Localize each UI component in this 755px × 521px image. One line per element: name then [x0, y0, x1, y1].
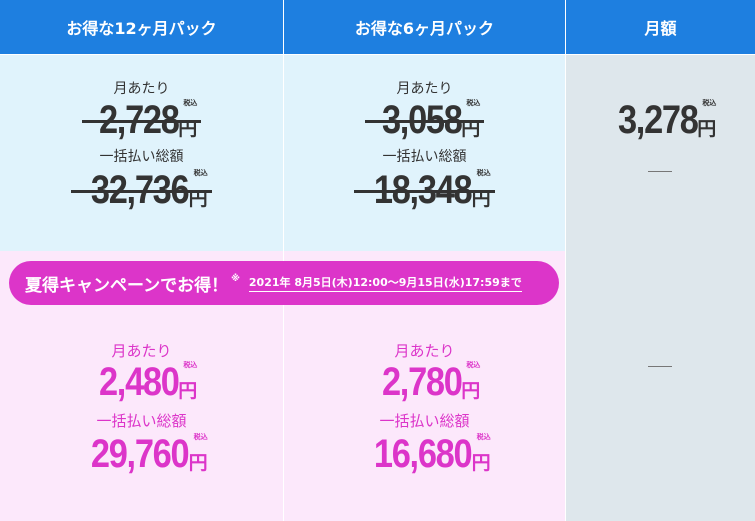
tax-included-label: 税込	[476, 169, 491, 177]
price-value: 32,736	[91, 168, 190, 212]
campaign-6-prices: 月あたり 2,780 円 税込 一括払い総額 16,680 円 税込	[284, 342, 565, 474]
price-value: 16,680	[374, 432, 473, 476]
regular-price-cell-12	[0, 55, 283, 251]
total-label: 一括払い総額	[379, 412, 470, 430]
monthly-price-cell	[566, 55, 755, 521]
per-month-label: 月あたり	[113, 81, 170, 97]
regular-6-total-price: 18,348 円 税込	[354, 168, 496, 212]
total-label: 一括払い総額	[382, 149, 467, 165]
yen-label: 円	[188, 452, 208, 474]
tax-included-label: 税込	[193, 169, 208, 177]
yen-label: 円	[471, 188, 491, 210]
price-value: 29,760	[91, 432, 190, 476]
total-label: 一括払い総額	[99, 149, 184, 165]
per-month-label: 月あたり	[396, 81, 453, 97]
regular-12-total-price: 32,736 円 税込	[71, 168, 213, 212]
tax-included-label: 税込	[466, 361, 481, 369]
tax-included-label: 税込	[183, 361, 198, 369]
price-value: 2,728	[98, 98, 180, 142]
campaign-6-per-month-price: 2,780 円 税込	[369, 360, 481, 404]
monthly-price: 3,278 円 税込	[605, 98, 717, 142]
price-value: 2,780	[381, 360, 463, 404]
tax-included-label: 税込	[702, 99, 717, 107]
yen-label: 円	[178, 118, 198, 140]
regular-6-per-month-price: 3,058 円 税込	[364, 98, 484, 142]
header-6-month-pack: お得な6ヶ月パック	[284, 0, 565, 54]
campaign-note-mark: ※	[231, 274, 240, 284]
regular-12-prices: 月あたり 2,728 円 税込 一括払い総額 32,736 円 税込	[0, 80, 283, 210]
per-month-label: 月あたり	[394, 342, 455, 360]
tax-included-label: 税込	[476, 433, 491, 441]
campaign-banner: 夏得キャンペーンでお得！ ※ 2021年 8月5日(木)12:00～9月15日(…	[9, 261, 559, 305]
header-monthly: 月額	[566, 0, 755, 54]
campaign-12-prices: 月あたり 2,480 円 税込 一括払い総額 29,760 円 税込	[0, 342, 283, 474]
yen-label: 円	[471, 452, 491, 474]
regular-6-prices: 月あたり 3,058 円 税込 一括払い総額 18,348 円 税込	[284, 80, 565, 210]
yen-label: 円	[188, 188, 208, 210]
campaign-title: 夏得キャンペーンでお得！	[25, 275, 229, 296]
regular-price-cell-6	[284, 55, 565, 251]
price-value: 18,348	[374, 168, 473, 212]
campaign-12-total-price: 29,760 円 税込	[75, 432, 208, 476]
price-value: 3,058	[381, 98, 463, 142]
tax-included-label: 税込	[183, 99, 198, 107]
monthly-campaign-not-applicable	[648, 366, 672, 367]
campaign-period: 2021年 8月5日(木)12:00～9月15日(水)17:59まで	[248, 274, 522, 292]
per-month-label: 月あたり	[111, 342, 172, 360]
header-12-month-pack: お得な12ヶ月パック	[0, 0, 283, 54]
tax-included-label: 税込	[193, 433, 208, 441]
price-value: 2,480	[98, 360, 180, 404]
campaign-6-total-price: 16,680 円 税込	[358, 432, 491, 476]
monthly-prices: 3,278 円 税込	[566, 98, 755, 142]
tax-included-label: 税込	[466, 99, 481, 107]
yen-label: 円	[461, 380, 481, 402]
regular-12-per-month-price: 2,728 円 税込	[81, 98, 201, 142]
campaign-12-per-month-price: 2,480 円 税込	[86, 360, 198, 404]
monthly-total-not-applicable	[648, 171, 672, 172]
yen-label: 円	[697, 118, 717, 140]
yen-label: 円	[461, 118, 481, 140]
yen-label: 円	[178, 380, 198, 402]
price-value: 3,278	[617, 98, 699, 142]
total-label: 一括払い総額	[96, 412, 187, 430]
